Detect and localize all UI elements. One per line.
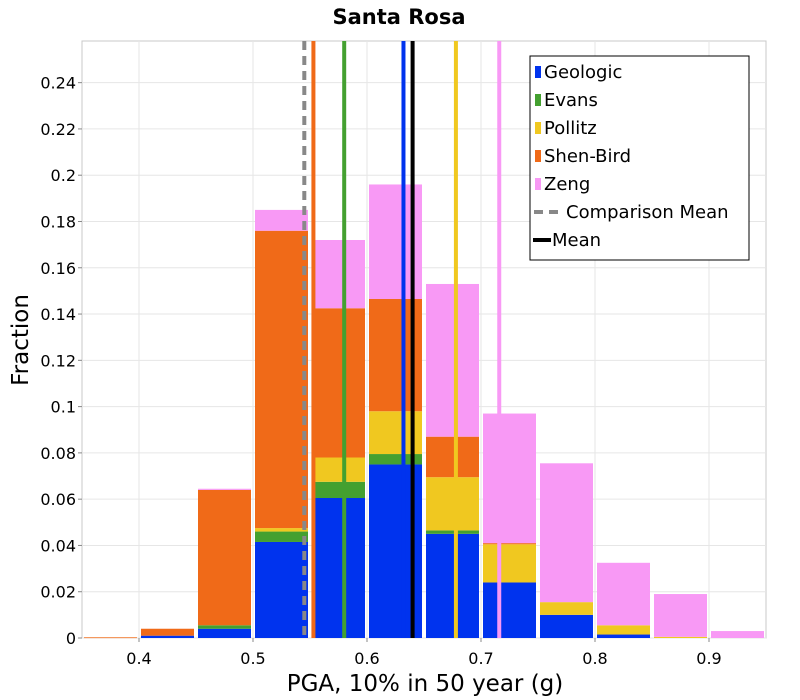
y-axis-ticks: 0 0.02 0.04 0.06 0.08 0.1 0.12 0.14 0.16 0.18 0.2 0…	[40, 74, 82, 648]
legend-label-evans: Evans	[544, 90, 598, 111]
y-tick-label: 0.14	[40, 305, 76, 324]
bar-zeng	[312, 240, 365, 309]
bar-shen-bird	[198, 489, 251, 626]
bar-evans	[369, 454, 422, 465]
y-tick-label: 0.12	[40, 351, 76, 370]
bar-shen-bird	[255, 230, 308, 529]
legend-label-pollitz: Pollitz	[544, 118, 597, 139]
x-tick-label: 0.7	[468, 649, 493, 668]
bar-shen-bird	[312, 308, 365, 458]
y-tick-label: 0.22	[40, 120, 76, 139]
y-tick-label: 0.1	[51, 398, 76, 417]
x-tick-label: 0.5	[240, 649, 265, 668]
bar-geologic	[141, 635, 194, 638]
bar-geologic	[255, 541, 308, 638]
y-axis-label: Fraction	[8, 294, 34, 386]
mean-lines	[302, 41, 502, 638]
bar-evans	[255, 531, 308, 542]
y-tick-label: 0.02	[40, 583, 76, 602]
legend-swatch-geologic	[535, 66, 541, 78]
legend-swatch-zeng	[535, 178, 541, 190]
bar-geologic	[540, 614, 593, 638]
bar-zeng	[483, 413, 536, 544]
x-tick-label: 0.6	[354, 649, 379, 668]
y-tick-label: 0.24	[40, 74, 76, 93]
bar-evans	[198, 625, 251, 629]
y-tick-label: 0.06	[40, 490, 76, 509]
legend-label-geologic: Geologic	[544, 62, 622, 83]
bar-geologic	[483, 582, 536, 638]
grid-lines	[82, 41, 766, 639]
legend-box	[529, 55, 750, 261]
bar-pollitz	[312, 457, 365, 482]
y-tick-label: 0.08	[40, 444, 76, 463]
y-tick-label: 0	[66, 629, 76, 648]
bar-shen-bird	[426, 436, 479, 478]
bars	[84, 184, 764, 639]
x-tick-label: 0.4	[126, 649, 151, 668]
bar-zeng	[540, 463, 593, 603]
legend: Geologic Evans Pollitz Shen-Bird Zeng Compari…	[529, 55, 750, 261]
bar-zeng	[426, 283, 479, 437]
bar-shen-bird	[483, 543, 536, 545]
legend-swatch-pollitz	[535, 122, 541, 134]
bar-pollitz	[255, 528, 308, 532]
bar-pollitz	[597, 625, 650, 635]
legend-label-mean: Mean	[552, 230, 601, 251]
bar-zeng	[711, 631, 764, 638]
legend-label-comparison-mean: Comparison Mean	[566, 202, 729, 223]
y-tick-label: 0.2	[51, 166, 76, 185]
bar-pollitz	[540, 602, 593, 615]
bar-zeng	[654, 594, 707, 637]
bar-pollitz	[426, 477, 479, 531]
bar-evans	[312, 481, 365, 499]
x-tick-label: 0.9	[696, 649, 721, 668]
bar-zeng	[255, 209, 308, 231]
bar-shen-bird	[141, 628, 194, 636]
bar-geologic	[426, 533, 479, 638]
legend-swatch-shen-bird	[535, 150, 541, 162]
bar-zeng	[198, 488, 251, 490]
legend-label-zeng: Zeng	[544, 174, 590, 195]
y-tick-label: 0.04	[40, 536, 76, 555]
legend-swatch-evans	[535, 94, 541, 106]
x-axis-label: PGA, 10% in 50 year (g)	[287, 671, 564, 697]
bar-geologic	[198, 628, 251, 638]
bar-zeng	[597, 562, 650, 626]
bar-geologic	[597, 634, 650, 638]
x-tick-label: 0.8	[582, 649, 607, 668]
chart-title: Santa Rosa	[332, 5, 465, 29]
x-axis-ticks: 0.4 0.5 0.6 0.7 0.8 0.9	[126, 638, 722, 668]
bar-shen-bird	[84, 637, 137, 639]
legend-label-shen-bird: Shen-Bird	[544, 146, 631, 167]
bar-pollitz	[654, 636, 707, 638]
bar-pollitz	[483, 544, 536, 583]
y-tick-label: 0.16	[40, 259, 76, 278]
bar-geologic	[312, 498, 365, 638]
bar-evans	[426, 530, 479, 534]
y-tick-label: 0.18	[40, 212, 76, 231]
